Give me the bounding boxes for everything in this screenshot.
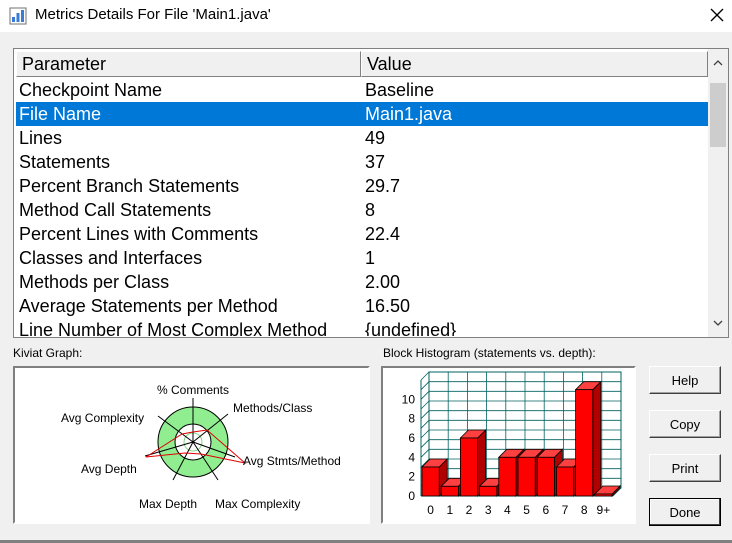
table-row[interactable]: Statements 37 (16, 150, 708, 174)
title-bar: Metrics Details For File 'Main1.java' (0, 0, 732, 32)
histogram-x-tick: 7 (562, 503, 569, 517)
kiviat-graph: % Comments Methods/Class Avg Stmts/Metho… (61, 383, 341, 511)
table-row[interactable]: Percent Branch Statements 29.7 (16, 174, 708, 198)
table-row[interactable]: Percent Lines with Comments 22.4 (16, 222, 708, 246)
histogram-label: Block Histogram (statements vs. depth): (383, 346, 596, 360)
window-title: Metrics Details For File 'Main1.java' (35, 6, 271, 23)
histogram-x-tick: 6 (542, 503, 549, 517)
value-cell: 22.4 (365, 224, 401, 244)
print-button[interactable]: Print (649, 454, 721, 482)
scroll-thumb[interactable] (710, 83, 726, 147)
parameter-cell: Method Call Statements (19, 200, 212, 220)
copy-button[interactable]: Copy (649, 410, 721, 438)
histogram-y-tick: 10 (402, 392, 416, 406)
value-cell: 2.00 (365, 272, 401, 292)
parameter-cell: Percent Branch Statements (19, 176, 240, 196)
value-cell: {undefined} (365, 320, 457, 336)
column-header-parameter[interactable]: Parameter (16, 51, 361, 77)
histogram-y-tick: 6 (408, 431, 415, 445)
window-bottom-border (0, 540, 732, 543)
value-cell: 16.50 (365, 296, 411, 316)
histogram-gridline (420, 400, 430, 410)
histogram-gridline (420, 381, 430, 390)
list-rows: Checkpoint Name Baseline File Name Main1.ja… (16, 78, 708, 336)
value-cell: 49 (365, 128, 386, 148)
kiviat-axis-label: Avg Depth (81, 462, 137, 476)
kiviat-axis-label: Max Depth (139, 497, 197, 511)
kiviat-axis-label: Avg Complexity (61, 411, 144, 425)
kiviat-panel: % Comments Methods/Class Avg Stmts/Metho… (13, 366, 370, 524)
table-row[interactable]: Classes and Interfaces 1 (16, 246, 708, 270)
vertical-scrollbar[interactable] (708, 49, 728, 337)
table-row[interactable]: File Name Main1.java (16, 102, 708, 126)
histogram-y-tick: 2 (408, 470, 415, 484)
list-header: Parameter Value (16, 51, 708, 77)
table-row[interactable]: Line Number of Most Complex Method {undef… (16, 318, 708, 336)
parameter-cell: Methods per Class (19, 272, 170, 292)
table-row[interactable]: Checkpoint Name Baseline (16, 78, 708, 102)
value-cell: 1 (365, 248, 376, 268)
metrics-list[interactable]: Parameter Value Checkpoint Name Baseline F… (13, 48, 729, 338)
histogram-y-tick: 4 (408, 450, 415, 464)
parameter-cell: File Name (19, 104, 102, 124)
histogram-panel: 0 2 4 6 8 10 0 1 2 3 4 5 6 7 8 9+ (381, 366, 636, 524)
histogram-y-tick: 8 (408, 412, 415, 426)
histogram-y-tick: 0 (408, 489, 415, 503)
histogram-x-tick: 9+ (597, 503, 611, 517)
histogram-x-tick: 5 (523, 503, 530, 517)
histogram-x-tick: 1 (446, 503, 453, 517)
histogram-gridline (420, 449, 430, 458)
histogram-x-tick: 4 (504, 503, 511, 517)
close-button[interactable] (702, 0, 732, 30)
value-cell: Main1.java (365, 104, 453, 124)
help-button[interactable]: Help (649, 366, 721, 394)
table-row[interactable]: Average Statements per Method 16.50 (16, 294, 708, 318)
parameter-cell: Checkpoint Name (19, 80, 163, 100)
histogram-gridline (420, 391, 430, 400)
histogram-x-tick: 3 (485, 503, 492, 517)
histogram-x-tick: 2 (466, 503, 473, 517)
table-row[interactable]: Methods per Class 2.00 (16, 270, 708, 294)
column-header-value[interactable]: Value (361, 51, 708, 77)
value-cell: Baseline (365, 80, 435, 100)
value-cell: 8 (365, 200, 376, 220)
kiviat-label: Kiviat Graph: (13, 346, 83, 360)
scroll-up-button[interactable] (708, 53, 728, 73)
parameter-cell: Percent Lines with Comments (19, 224, 259, 244)
histogram-gridline (420, 420, 430, 429)
parameter-cell: Statements (19, 152, 111, 172)
kiviat-axis-label: Methods/Class (233, 401, 312, 415)
parameter-cell: Lines (19, 128, 63, 148)
kiviat-axis-label: % Comments (157, 383, 229, 397)
done-button[interactable]: Done (649, 498, 721, 526)
close-icon (710, 8, 724, 22)
table-row[interactable]: Lines 49 (16, 126, 708, 150)
kiviat-axis-label: Max Complexity (215, 497, 300, 511)
chevron-up-icon (713, 60, 723, 66)
value-cell: 29.7 (365, 176, 401, 196)
scroll-down-button[interactable] (708, 313, 728, 333)
kiviat-axis-label: Avg Stmts/Method (243, 454, 341, 468)
parameter-cell: Average Statements per Method (19, 296, 278, 316)
histogram-gridline (420, 371, 430, 381)
histogram-gridline (420, 458, 430, 468)
histogram-gridline (420, 410, 430, 419)
histogram-bar (574, 380, 602, 497)
parameter-cell: Classes and Interfaces (19, 248, 203, 268)
table-row[interactable]: Method Call Statements 8 (16, 198, 708, 222)
histogram-bar (459, 429, 487, 497)
histogram-bar (593, 485, 621, 497)
histogram-gridline (420, 439, 430, 448)
kiviat-axes (144, 398, 236, 481)
value-cell: 37 (365, 152, 386, 172)
histogram-gridline (420, 429, 430, 439)
app-icon (9, 7, 27, 25)
histogram-gridline (612, 487, 622, 497)
histogram-x-tick: 0 (427, 503, 434, 517)
kiviat-polygon (145, 429, 247, 464)
parameter-cell: Line Number of Most Complex Method (19, 320, 328, 336)
chevron-down-icon (713, 320, 723, 326)
histogram-x-tick: 8 (581, 503, 588, 517)
